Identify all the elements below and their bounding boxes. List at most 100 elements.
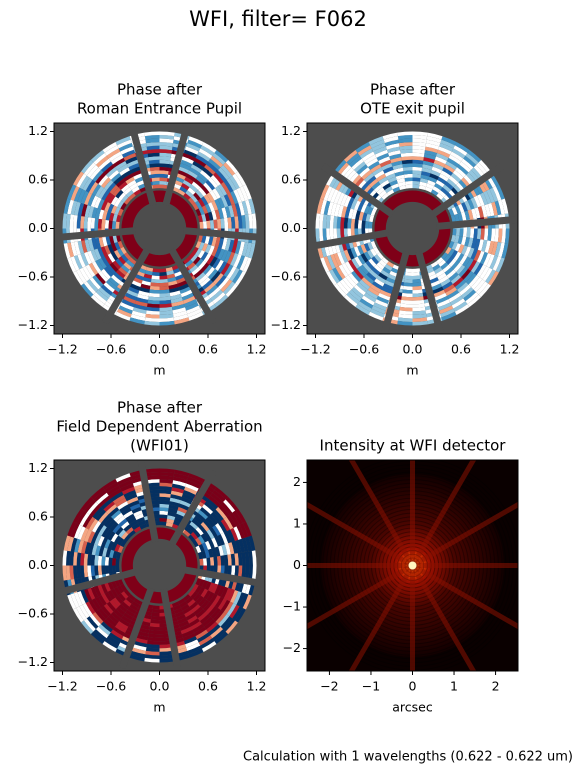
x-tick-label: 0.0 bbox=[150, 679, 170, 694]
phase-pixel bbox=[395, 174, 405, 180]
phase-pixel bbox=[104, 556, 110, 566]
phase-pixel bbox=[387, 150, 401, 157]
phase-pixel bbox=[354, 268, 364, 280]
x-axis-label: m bbox=[153, 363, 165, 378]
phase-pixel bbox=[132, 307, 147, 314]
phase-pixel bbox=[95, 289, 109, 302]
phase-pixel bbox=[144, 320, 160, 326]
phase-pixel bbox=[159, 633, 171, 638]
phase-pixel bbox=[435, 296, 449, 304]
phase-pixel bbox=[217, 585, 225, 597]
phase-pixel bbox=[342, 167, 354, 180]
phase-pixel bbox=[95, 523, 104, 535]
phase-pixel bbox=[104, 565, 110, 575]
phase-pixel bbox=[226, 177, 237, 191]
phase-pixel bbox=[412, 149, 425, 154]
phase-pixel bbox=[477, 239, 484, 251]
phase-pixel bbox=[204, 619, 216, 630]
phase-pixel bbox=[438, 146, 452, 155]
phase-pixel bbox=[188, 534, 196, 542]
phase-pixel bbox=[412, 296, 424, 301]
phase-pixel bbox=[195, 154, 209, 165]
phase-pixel bbox=[426, 136, 442, 143]
phase-pixel bbox=[412, 159, 424, 165]
phase-pixel bbox=[214, 247, 222, 259]
phase-pixel bbox=[387, 176, 397, 184]
phase-pixel bbox=[205, 266, 216, 278]
phase-pixel bbox=[361, 151, 375, 162]
phase-pixel bbox=[62, 550, 68, 566]
phase-pixel bbox=[463, 289, 477, 302]
phase-pixel bbox=[88, 262, 99, 276]
phase-pixel bbox=[214, 584, 222, 596]
phase-pixel bbox=[130, 314, 146, 321]
phase-pixel bbox=[110, 611, 122, 622]
phase-pixel bbox=[234, 240, 242, 255]
phase-pixel bbox=[419, 178, 429, 184]
phase-pixel bbox=[371, 181, 381, 190]
phase-pixel bbox=[139, 624, 150, 630]
phase-pixel bbox=[446, 256, 454, 265]
phase-pixel bbox=[95, 545, 101, 556]
phase-pixel bbox=[242, 521, 252, 537]
phase-pixel bbox=[439, 305, 454, 315]
phase-pixel bbox=[465, 292, 479, 305]
phase-pixel bbox=[159, 142, 174, 147]
phase-pixel bbox=[197, 509, 209, 520]
axes-title: Phase after bbox=[117, 399, 203, 417]
phase-pixel bbox=[335, 266, 346, 280]
phase-pixel bbox=[114, 497, 127, 508]
phase-pixel bbox=[94, 218, 99, 229]
phase-pixel bbox=[384, 186, 393, 193]
phase-pixel bbox=[116, 551, 122, 560]
phase-pixel bbox=[484, 240, 491, 254]
phase-pixel bbox=[217, 598, 228, 611]
phase-pixel bbox=[112, 565, 117, 573]
phase-pixel bbox=[223, 162, 236, 176]
phase-pixel bbox=[137, 183, 146, 190]
phase-pixel bbox=[121, 170, 132, 179]
phase-pixel bbox=[159, 496, 171, 502]
phase-pixel bbox=[182, 296, 196, 304]
phase-pixel bbox=[424, 146, 439, 154]
phase-pixel bbox=[419, 181, 428, 187]
phase-pixel bbox=[459, 161, 472, 173]
phase-pixel bbox=[133, 277, 143, 284]
phase-pixel bbox=[105, 211, 111, 221]
phase-pixel bbox=[221, 238, 228, 250]
phase-pixel bbox=[114, 543, 121, 552]
phase-pixel bbox=[433, 289, 446, 298]
phase-pixel bbox=[138, 290, 150, 297]
phase-pixel bbox=[403, 170, 413, 175]
phase-pixel bbox=[77, 591, 86, 605]
phase-pixel bbox=[444, 267, 454, 276]
phase-pixel bbox=[206, 557, 211, 566]
phase-pixel bbox=[148, 159, 160, 165]
phase-pixel bbox=[83, 499, 96, 513]
phase-pixel bbox=[333, 253, 342, 267]
phase-pixel bbox=[424, 150, 438, 157]
phase-pixel bbox=[383, 136, 399, 143]
phase-pixel bbox=[195, 585, 202, 594]
phase-pixel bbox=[76, 269, 87, 284]
x-tick-label: 1 bbox=[450, 679, 458, 694]
phase-pixel bbox=[133, 598, 142, 605]
phase-pixel bbox=[467, 150, 482, 163]
x-tick-label: 0.0 bbox=[150, 342, 170, 357]
phase-pixel bbox=[391, 160, 403, 167]
phase-pixel bbox=[145, 475, 160, 481]
phase-pixel bbox=[248, 243, 256, 259]
spider bbox=[430, 163, 504, 218]
phase-pixel bbox=[185, 639, 199, 648]
phase-pixel bbox=[117, 537, 124, 546]
spider bbox=[160, 588, 182, 671]
phase-pixel bbox=[357, 254, 366, 265]
phase-pixel bbox=[170, 297, 183, 304]
phase-pixel bbox=[80, 553, 85, 566]
phase-pixel bbox=[366, 175, 377, 185]
phase-pixel bbox=[104, 529, 113, 540]
y-tick-label: 2 bbox=[293, 474, 301, 489]
phase-pixel bbox=[103, 619, 115, 630]
phase-pixel bbox=[337, 192, 345, 206]
phase-pixel bbox=[220, 501, 233, 515]
